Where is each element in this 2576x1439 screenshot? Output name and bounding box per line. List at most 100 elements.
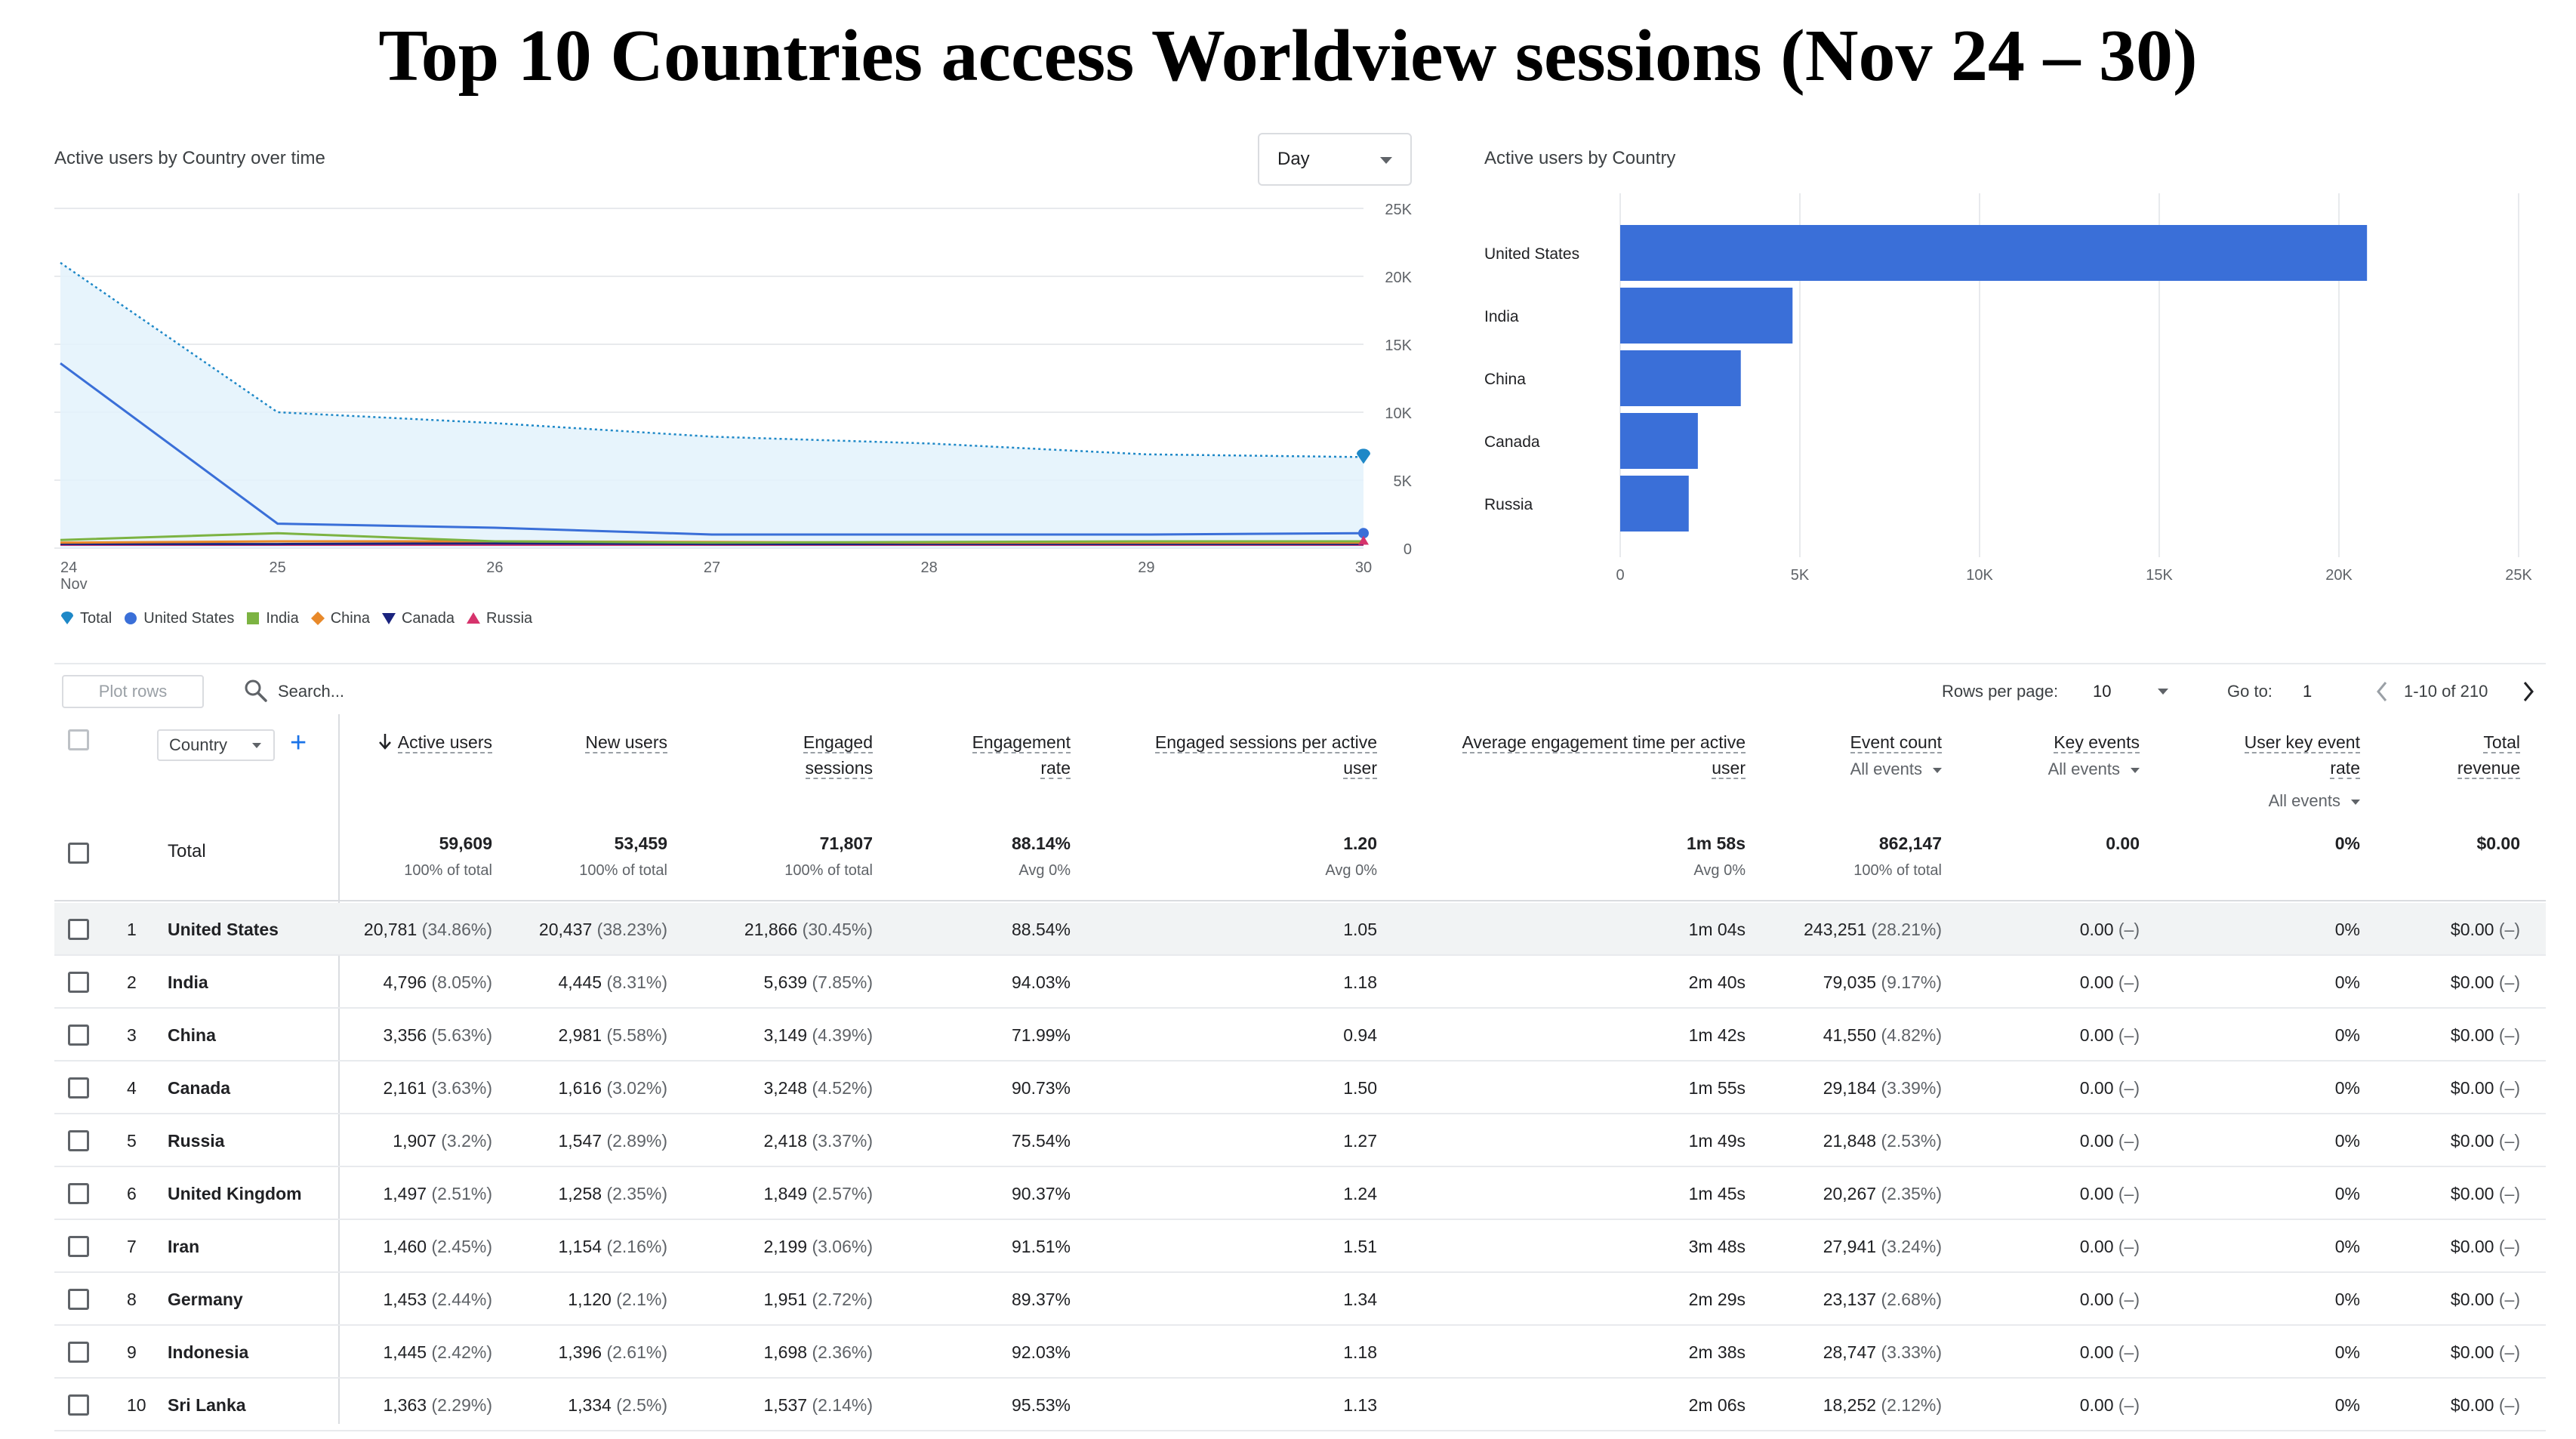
metric-filter-dropdown[interactable]: All events	[2048, 756, 2140, 782]
legend-item[interactable]: India	[245, 610, 299, 627]
add-dimension-icon[interactable]: +	[290, 727, 307, 759]
column-header-events[interactable]: Event count All events	[1850, 729, 1942, 782]
dimension-select[interactable]: Country	[157, 729, 275, 761]
cell-value: 1.27	[1343, 1131, 1377, 1151]
pin-icon	[61, 612, 73, 624]
cell-rate: 90.73%	[1012, 1062, 1071, 1114]
row-checkbox[interactable]	[68, 1130, 89, 1151]
column-header-label: Event count	[1850, 732, 1942, 753]
column-header-label: Key events	[2054, 732, 2140, 753]
granularity-dropdown[interactable]: Day	[1258, 133, 1412, 186]
cell-percent: (–)	[2118, 1078, 2140, 1098]
cell-percent: (2.72%)	[812, 1290, 873, 1309]
cell-value: 5,639	[763, 972, 808, 992]
rows-per-page-select[interactable]: 10	[2093, 675, 2168, 708]
metric-filter-value: All events	[1850, 760, 1922, 778]
column-header-rate[interactable]: Engagement rate	[972, 729, 1071, 781]
row-checkbox[interactable]	[68, 1236, 89, 1257]
cell-rev: $0.00 (–)	[2451, 1273, 2520, 1326]
bar-category-label: India	[1484, 308, 1519, 325]
search-input[interactable]	[278, 675, 731, 708]
cell-key: 0.00 (–)	[2080, 903, 2140, 956]
table-row[interactable]: 2 India 4,796 (8.05%) 4,445 (8.31%) 5,639 (7…	[54, 956, 2546, 1009]
select-all-checkbox[interactable]	[68, 729, 89, 750]
cell-percent: (2.89%)	[606, 1131, 667, 1151]
row-checkbox[interactable]	[68, 1342, 89, 1363]
cell-avgtime: 2m 40s	[1689, 956, 1746, 1009]
cell-percent: (–)	[2118, 972, 2140, 992]
cell-value: 0.00	[2079, 1131, 2114, 1151]
cell-value: 89.37%	[1011, 1290, 1071, 1309]
table-row[interactable]: 10 Sri Lanka 1,363 (2.29%) 1,334 (2.5%) 1,53…	[54, 1379, 2546, 1431]
metric-filter-dropdown[interactable]: All events	[1850, 756, 1942, 782]
table-row[interactable]: 3 China 3,356 (5.63%) 2,981 (5.58%) 3,149 (4…	[54, 1009, 2546, 1062]
row-checkbox[interactable]	[68, 1183, 89, 1204]
circle-icon	[125, 612, 137, 624]
chevron-right-icon[interactable]	[2519, 679, 2537, 704]
legend-item[interactable]: China	[310, 610, 370, 627]
sort-descending-icon	[378, 734, 391, 750]
cell-value: 1m 49s	[1688, 1131, 1746, 1151]
cell-spu: 1.18	[1343, 956, 1377, 1009]
column-header-label: Total	[2483, 732, 2520, 753]
chevron-left-icon[interactable]	[2374, 679, 2392, 704]
cell-value: 4,445	[558, 972, 602, 992]
table-row[interactable]: 8 Germany 1,453 (2.44%) 1,120 (2.1%) 1,951 (…	[54, 1273, 2546, 1326]
column-header-ukr[interactable]: User key event rate All events	[2244, 729, 2360, 814]
row-checkbox[interactable]	[68, 1077, 89, 1099]
plot-rows-button[interactable]: Plot rows	[62, 675, 204, 708]
total-row-checkbox[interactable]	[68, 843, 89, 864]
column-header-spu[interactable]: Engaged sessions per active user	[1154, 729, 1377, 781]
table-toolbar: Plot rows Rows per page: 10 Go to: 1 1-1…	[54, 663, 2546, 714]
table-row[interactable]: 7 Iran 1,460 (2.45%) 1,154 (2.16%) 2,199 (3.…	[54, 1220, 2546, 1273]
table-row[interactable]: 4 Canada 2,161 (3.63%) 1,616 (3.02%) 3,248 (…	[54, 1062, 2546, 1114]
column-header-key[interactable]: Key events All events	[2048, 729, 2140, 782]
cell-percent: (–)	[2498, 1290, 2520, 1309]
table-row[interactable]: 6 United Kingdom 1,497 (2.51%) 1,258 (2.35%…	[54, 1167, 2546, 1220]
metric-filter-dropdown[interactable]: All events	[2245, 788, 2360, 814]
x-tick-label: 15K	[2146, 567, 2173, 584]
column-header-label: User key event	[2244, 732, 2360, 753]
cell-rev: $0.00 (–)	[2451, 1062, 2520, 1114]
cell-percent: (–)	[2118, 1184, 2140, 1203]
cell-rate: 88.54%	[1012, 903, 1071, 956]
cell-value: 1,445	[383, 1342, 427, 1362]
column-header-new[interactable]: New users	[585, 729, 667, 755]
cell-rate: 92.03%	[1012, 1326, 1071, 1379]
column-header-avgtime[interactable]: Average engagement time per active user	[1462, 729, 1746, 781]
row-checkbox[interactable]	[68, 1289, 89, 1310]
cell-ukr: 0%	[2335, 903, 2360, 956]
page-title: Top 10 Countries access Worldview sessio…	[378, 15, 2198, 97]
cell-active: 1,453 (2.44%)	[384, 1273, 493, 1326]
cell-percent: (3.02%)	[606, 1078, 667, 1098]
legend-item[interactable]: Canada	[381, 610, 454, 627]
row-checkbox[interactable]	[68, 972, 89, 993]
table-row[interactable]: 5 Russia 1,907 (3.2%) 1,547 (2.89%) 2,418 (3…	[54, 1114, 2546, 1167]
row-checkbox[interactable]	[68, 1025, 89, 1046]
legend-item[interactable]: Total	[59, 610, 112, 627]
cell-value: 0%	[2334, 1237, 2360, 1256]
cell-events: 18,252 (2.12%)	[1823, 1379, 1942, 1431]
cell-engaged: 1,849 (2.57%)	[764, 1167, 874, 1220]
granularity-value: Day	[1277, 149, 1310, 169]
row-checkbox[interactable]	[68, 1394, 89, 1416]
cell-avgtime: 2m 38s	[1689, 1326, 1746, 1379]
column-header-rev[interactable]: Total revenue	[2457, 729, 2520, 781]
legend-item[interactable]: United States	[122, 610, 234, 627]
cell-avgtime: 1m 45s	[1689, 1167, 1746, 1220]
cell-active: 3,356 (5.63%)	[384, 1009, 493, 1062]
goto-page-input[interactable]: 1	[2303, 682, 2313, 701]
column-header-engaged[interactable]: Engaged sessions	[803, 729, 873, 781]
x-tick-label: 10K	[1966, 567, 1993, 584]
bar-category-label: China	[1484, 371, 1526, 388]
cell-value: $0.00	[2450, 1078, 2494, 1098]
cell-value: 1m 45s	[1688, 1184, 1746, 1203]
cell-events: 79,035 (9.17%)	[1823, 956, 1942, 1009]
table-row[interactable]: 9 Indonesia 1,445 (2.42%) 1,396 (2.61%) 1,69…	[54, 1326, 2546, 1379]
cell-value: 4,796	[383, 972, 427, 992]
table-row[interactable]: 1 United States 20,781 (34.86%) 20,437 (38.…	[54, 903, 2546, 956]
column-header-active[interactable]: Active users	[378, 729, 492, 755]
row-checkbox[interactable]	[68, 919, 89, 940]
cell-value: 0%	[2334, 1078, 2360, 1098]
legend-item[interactable]: Russia	[465, 610, 532, 627]
